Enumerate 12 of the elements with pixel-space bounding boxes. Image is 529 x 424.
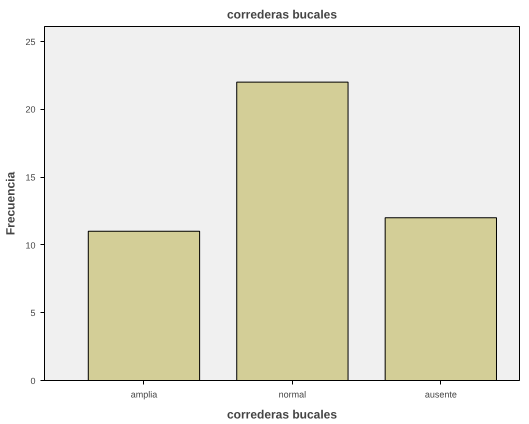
x-axis-title: correderas bucales [226, 408, 338, 422]
y-tick-label: 25 [25, 36, 36, 47]
y-tick-label: 5 [30, 308, 36, 318]
y-axis-title: Frecuencia [3, 171, 18, 236]
y-tick-label: 10 [25, 240, 36, 250]
y-tick-label: 15 [25, 172, 36, 183]
x-tick-label: ausente [424, 390, 457, 400]
chart-title: correderas bucales [226, 8, 338, 22]
y-tick-label: 20 [25, 104, 36, 115]
x-tick-label: normal [278, 390, 306, 400]
x-tick-label: amplia [130, 390, 158, 400]
y-tick-label: 0 [30, 376, 36, 386]
